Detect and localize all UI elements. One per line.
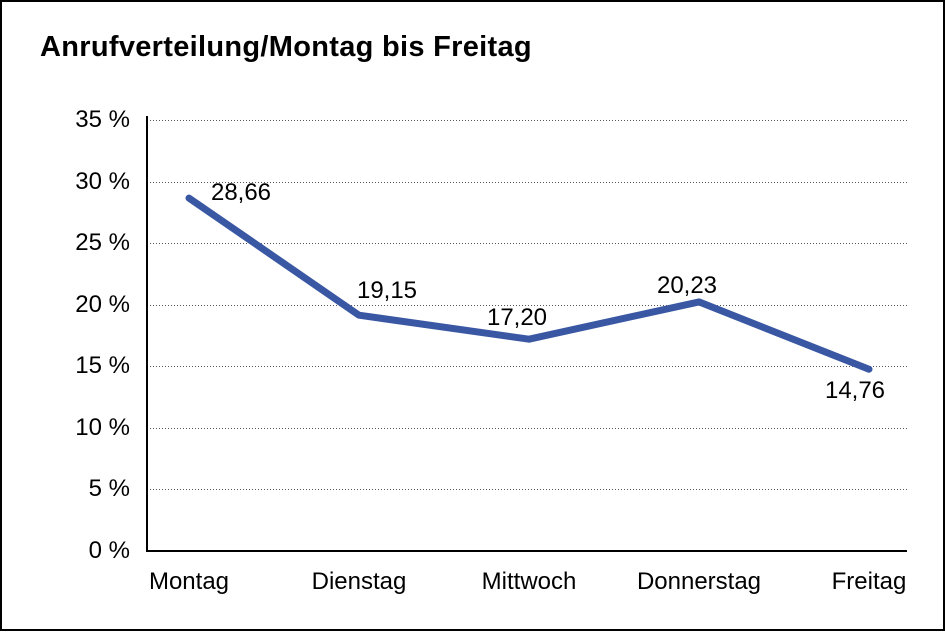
- x-axis-category-label: Dienstag: [311, 568, 407, 595]
- data-point-label: 20,23: [656, 271, 718, 299]
- data-series-line: [185, 194, 873, 373]
- y-axis-line: [146, 116, 148, 552]
- gridline: [147, 243, 907, 244]
- gridline: [147, 366, 907, 367]
- y-axis-tick-label: 30 %: [75, 168, 130, 195]
- y-axis-tick-label: 25 %: [75, 229, 130, 256]
- y-axis-tick-label: 0 %: [88, 537, 130, 564]
- gridline: [147, 428, 907, 429]
- y-axis-tick-label: 5 %: [88, 475, 130, 502]
- chart-title: Anrufverteilung/Montag bis Freitag: [40, 31, 532, 63]
- gridline: [147, 182, 907, 183]
- gridline: [147, 305, 907, 306]
- y-axis-tick-label: 20 %: [75, 291, 130, 318]
- x-axis-category-label: Montag: [148, 568, 230, 595]
- data-point-label: 28,66: [210, 179, 272, 207]
- x-axis-line: [146, 550, 907, 552]
- data-point-label: 17,20: [486, 304, 548, 332]
- data-point-label: 14,76: [824, 377, 886, 405]
- data-point-label: 19,15: [356, 277, 418, 305]
- y-axis-tick-label: 10 %: [75, 414, 130, 441]
- x-axis-category-label: Freitag: [831, 568, 907, 595]
- y-axis-tick-label: 15 %: [75, 352, 130, 379]
- gridline: [147, 489, 907, 490]
- x-axis-category-label: Mittwoch: [481, 568, 577, 595]
- y-axis-tick-label: 35 %: [75, 106, 130, 133]
- x-axis-category-label: Donnerstag: [636, 568, 762, 595]
- gridline: [147, 120, 907, 121]
